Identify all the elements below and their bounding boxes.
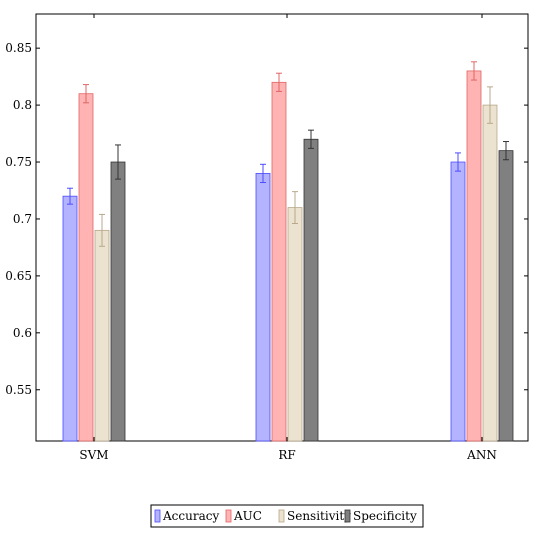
bar-sensitivity-svm bbox=[94, 229, 110, 442]
bar-sensitivity-rf bbox=[287, 207, 303, 442]
y-tick-label: 0.75 bbox=[5, 155, 32, 169]
legend-box bbox=[150, 504, 424, 528]
y-tick-label: 0.8 bbox=[13, 98, 32, 112]
x-category-label: SVM bbox=[79, 448, 108, 462]
bar-auc-svm bbox=[78, 93, 94, 442]
y-tick-label: 0.6 bbox=[13, 326, 32, 340]
bar-specificity-rf bbox=[303, 138, 319, 442]
bar-accuracy-svm bbox=[62, 195, 78, 442]
legend-label-sensitivity: Sensitivity bbox=[287, 509, 351, 523]
legend-swatch-specificity bbox=[344, 509, 351, 523]
legend-label-accuracy: Accuracy bbox=[162, 509, 219, 523]
y-tick-label: 0.65 bbox=[5, 269, 32, 283]
y-tick-label: 0.55 bbox=[5, 383, 32, 397]
bar-auc-ann bbox=[466, 70, 482, 442]
legend-swatch-accuracy bbox=[154, 509, 161, 523]
legend-swatch-auc bbox=[225, 509, 232, 523]
bar-specificity-svm bbox=[110, 161, 126, 442]
bar-specificity-ann bbox=[498, 150, 514, 442]
bar-accuracy-rf bbox=[255, 173, 271, 442]
y-tick-label: 0.7 bbox=[13, 212, 32, 226]
legend: Accuracy AUC Sensitivity Specificity bbox=[150, 504, 424, 528]
plot-area: 0.55 0.6 0.65 0.7 0.75 0.8 0.85 SVM RF ANN bbox=[5, 13, 529, 462]
x-category-label: RF bbox=[278, 448, 295, 462]
legend-swatch-sensitivity bbox=[278, 509, 285, 523]
bar-auc-rf bbox=[271, 81, 287, 442]
x-category-label: ANN bbox=[466, 448, 497, 462]
bar-sensitivity-ann bbox=[482, 104, 498, 442]
legend-label-auc: AUC bbox=[233, 509, 262, 523]
y-tick-label: 0.85 bbox=[5, 41, 32, 55]
legend-label-specificity: Specificity bbox=[353, 509, 417, 523]
bar-accuracy-ann bbox=[450, 161, 466, 442]
